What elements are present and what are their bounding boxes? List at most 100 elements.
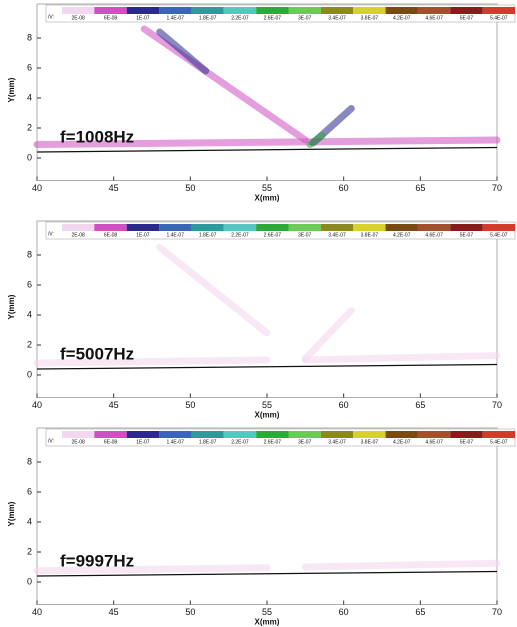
colorbar-tick-label: 1.8E-07 bbox=[199, 439, 217, 445]
colorbar-label: /V: bbox=[48, 438, 54, 444]
x-tick-label: 70 bbox=[492, 400, 502, 410]
colorbar-swatch bbox=[417, 224, 451, 231]
colorbar-swatch bbox=[288, 431, 321, 438]
colorbar-swatch bbox=[450, 7, 483, 14]
colorbar-swatch bbox=[223, 431, 257, 438]
colorbar-swatch bbox=[256, 224, 289, 231]
x-tick-label: 55 bbox=[262, 183, 272, 193]
x-tick-label: 60 bbox=[339, 607, 349, 617]
colorbar-swatch bbox=[385, 7, 418, 14]
colorbar-swatch bbox=[482, 431, 515, 438]
contour-streak bbox=[306, 132, 326, 148]
y-tick-label: 2 bbox=[27, 546, 32, 556]
x-tick-label: 40 bbox=[32, 183, 42, 193]
colorbar-tick-label: 3.4E-07 bbox=[328, 439, 346, 445]
x-tick-label: 45 bbox=[109, 183, 119, 193]
x-tick-label: 55 bbox=[262, 607, 272, 617]
x-axis-label: X(mm) bbox=[255, 194, 280, 203]
colorbar-tick-label: 2.2E-07 bbox=[231, 439, 249, 445]
y-axis-label: Y(mm) bbox=[7, 501, 16, 526]
colorbar-tick-label: 5E-07 bbox=[460, 15, 474, 21]
colorbar-swatch bbox=[223, 7, 257, 14]
colorbar-tick-label: 6E-08 bbox=[104, 232, 118, 238]
colorbar-tick-label: 6E-08 bbox=[104, 439, 118, 445]
y-tick-label: 0 bbox=[27, 576, 32, 586]
colorbar-swatch bbox=[385, 224, 418, 231]
y-tick-label: 6 bbox=[27, 486, 32, 496]
x-tick-label: 40 bbox=[32, 607, 42, 617]
colorbar-swatch bbox=[126, 7, 160, 14]
colorbar-swatch bbox=[482, 224, 515, 231]
x-tick-label: 45 bbox=[109, 400, 119, 410]
y-tick-label: 6 bbox=[27, 62, 32, 72]
x-tick-label: 40 bbox=[32, 400, 42, 410]
colorbar-tick-label: 2.6E-07 bbox=[264, 232, 282, 238]
colorbar-tick-label: 3E-07 bbox=[298, 439, 312, 445]
contour-streak bbox=[156, 244, 271, 337]
colorbar-swatch bbox=[288, 224, 321, 231]
colorbar-swatch bbox=[223, 224, 257, 231]
colorbar-swatch bbox=[94, 7, 127, 14]
y-tick-label: 0 bbox=[27, 152, 32, 162]
x-tick-label: 55 bbox=[262, 400, 272, 410]
colorbar-tick-label: 4.2E-07 bbox=[393, 232, 411, 238]
colorbar-swatch bbox=[126, 224, 160, 231]
colorbar-label: /V: bbox=[48, 14, 54, 20]
colorbar-tick-label: 2E-08 bbox=[72, 232, 86, 238]
contour-streak bbox=[156, 28, 210, 75]
colorbar-tick-label: 1E-07 bbox=[136, 15, 150, 21]
plot-frame bbox=[36, 3, 498, 181]
colorbar-tick-label: 2.6E-07 bbox=[264, 439, 282, 445]
colorbar-tick-label: 1.4E-07 bbox=[166, 15, 184, 21]
colorbar-swatch bbox=[288, 7, 321, 14]
plot-frame bbox=[36, 220, 498, 398]
colorbar-tick-label: 1.8E-07 bbox=[199, 232, 217, 238]
colorbar-swatch bbox=[256, 431, 289, 438]
colorbar-tick-label: 1E-07 bbox=[136, 439, 150, 445]
y-tick-label: 4 bbox=[27, 516, 32, 526]
colorbar-tick-label: 6E-08 bbox=[104, 15, 118, 21]
colorbar-swatch bbox=[417, 7, 451, 14]
colorbar-swatch bbox=[191, 224, 224, 231]
colorbar-swatch bbox=[482, 7, 515, 14]
y-tick-label: 8 bbox=[27, 32, 32, 42]
x-tick-label: 50 bbox=[185, 607, 195, 617]
colorbar-tick-label: 4.6E-07 bbox=[425, 15, 443, 21]
x-tick-label: 65 bbox=[415, 607, 425, 617]
y-tick-label: 4 bbox=[27, 92, 32, 102]
x-tick-label: 50 bbox=[185, 183, 195, 193]
colorbar-swatch bbox=[94, 431, 127, 438]
contour-streak bbox=[33, 136, 501, 148]
colorbar-tick-label: 4.6E-07 bbox=[425, 232, 443, 238]
y-tick-label: 8 bbox=[27, 456, 32, 466]
colorbar-tick-label: 3.4E-07 bbox=[328, 15, 346, 21]
colorbar-label: /V: bbox=[48, 231, 54, 237]
x-axis-label: X(mm) bbox=[255, 411, 280, 420]
colorbar-swatch bbox=[159, 7, 192, 14]
y-tick-label: 2 bbox=[27, 339, 32, 349]
colorbar-swatch bbox=[191, 431, 224, 438]
y-axis-label: Y(mm) bbox=[7, 77, 16, 102]
y-tick-label: 4 bbox=[27, 309, 32, 319]
contour-streak bbox=[301, 559, 501, 571]
colorbar-tick-label: 5.4E-07 bbox=[490, 15, 508, 21]
colorbar-tick-label: 1.4E-07 bbox=[166, 439, 184, 445]
colorbar-swatch bbox=[256, 7, 289, 14]
colorbar-swatch bbox=[353, 224, 386, 231]
y-tick-label: 8 bbox=[27, 249, 32, 259]
colorbar-swatch bbox=[191, 7, 224, 14]
colorbar-tick-label: 3.8E-07 bbox=[361, 15, 379, 21]
y-axis-label: Y(mm) bbox=[7, 294, 16, 319]
colorbar-swatch bbox=[126, 431, 160, 438]
wall-line bbox=[36, 146, 498, 153]
colorbar-tick-label: 4.2E-07 bbox=[393, 15, 411, 21]
colorbar-swatch bbox=[385, 431, 418, 438]
annotation: f=9997Hz bbox=[60, 551, 134, 570]
colorbar-tick-label: 1E-07 bbox=[136, 232, 150, 238]
colorbar-tick-label: 5.4E-07 bbox=[490, 232, 508, 238]
x-tick-label: 70 bbox=[492, 607, 502, 617]
colorbar-tick-label: 2E-08 bbox=[72, 439, 86, 445]
colorbar-tick-label: 2.2E-07 bbox=[231, 15, 249, 21]
colorbar-tick-label: 3E-07 bbox=[298, 15, 312, 21]
colorbar-swatch bbox=[320, 431, 354, 438]
